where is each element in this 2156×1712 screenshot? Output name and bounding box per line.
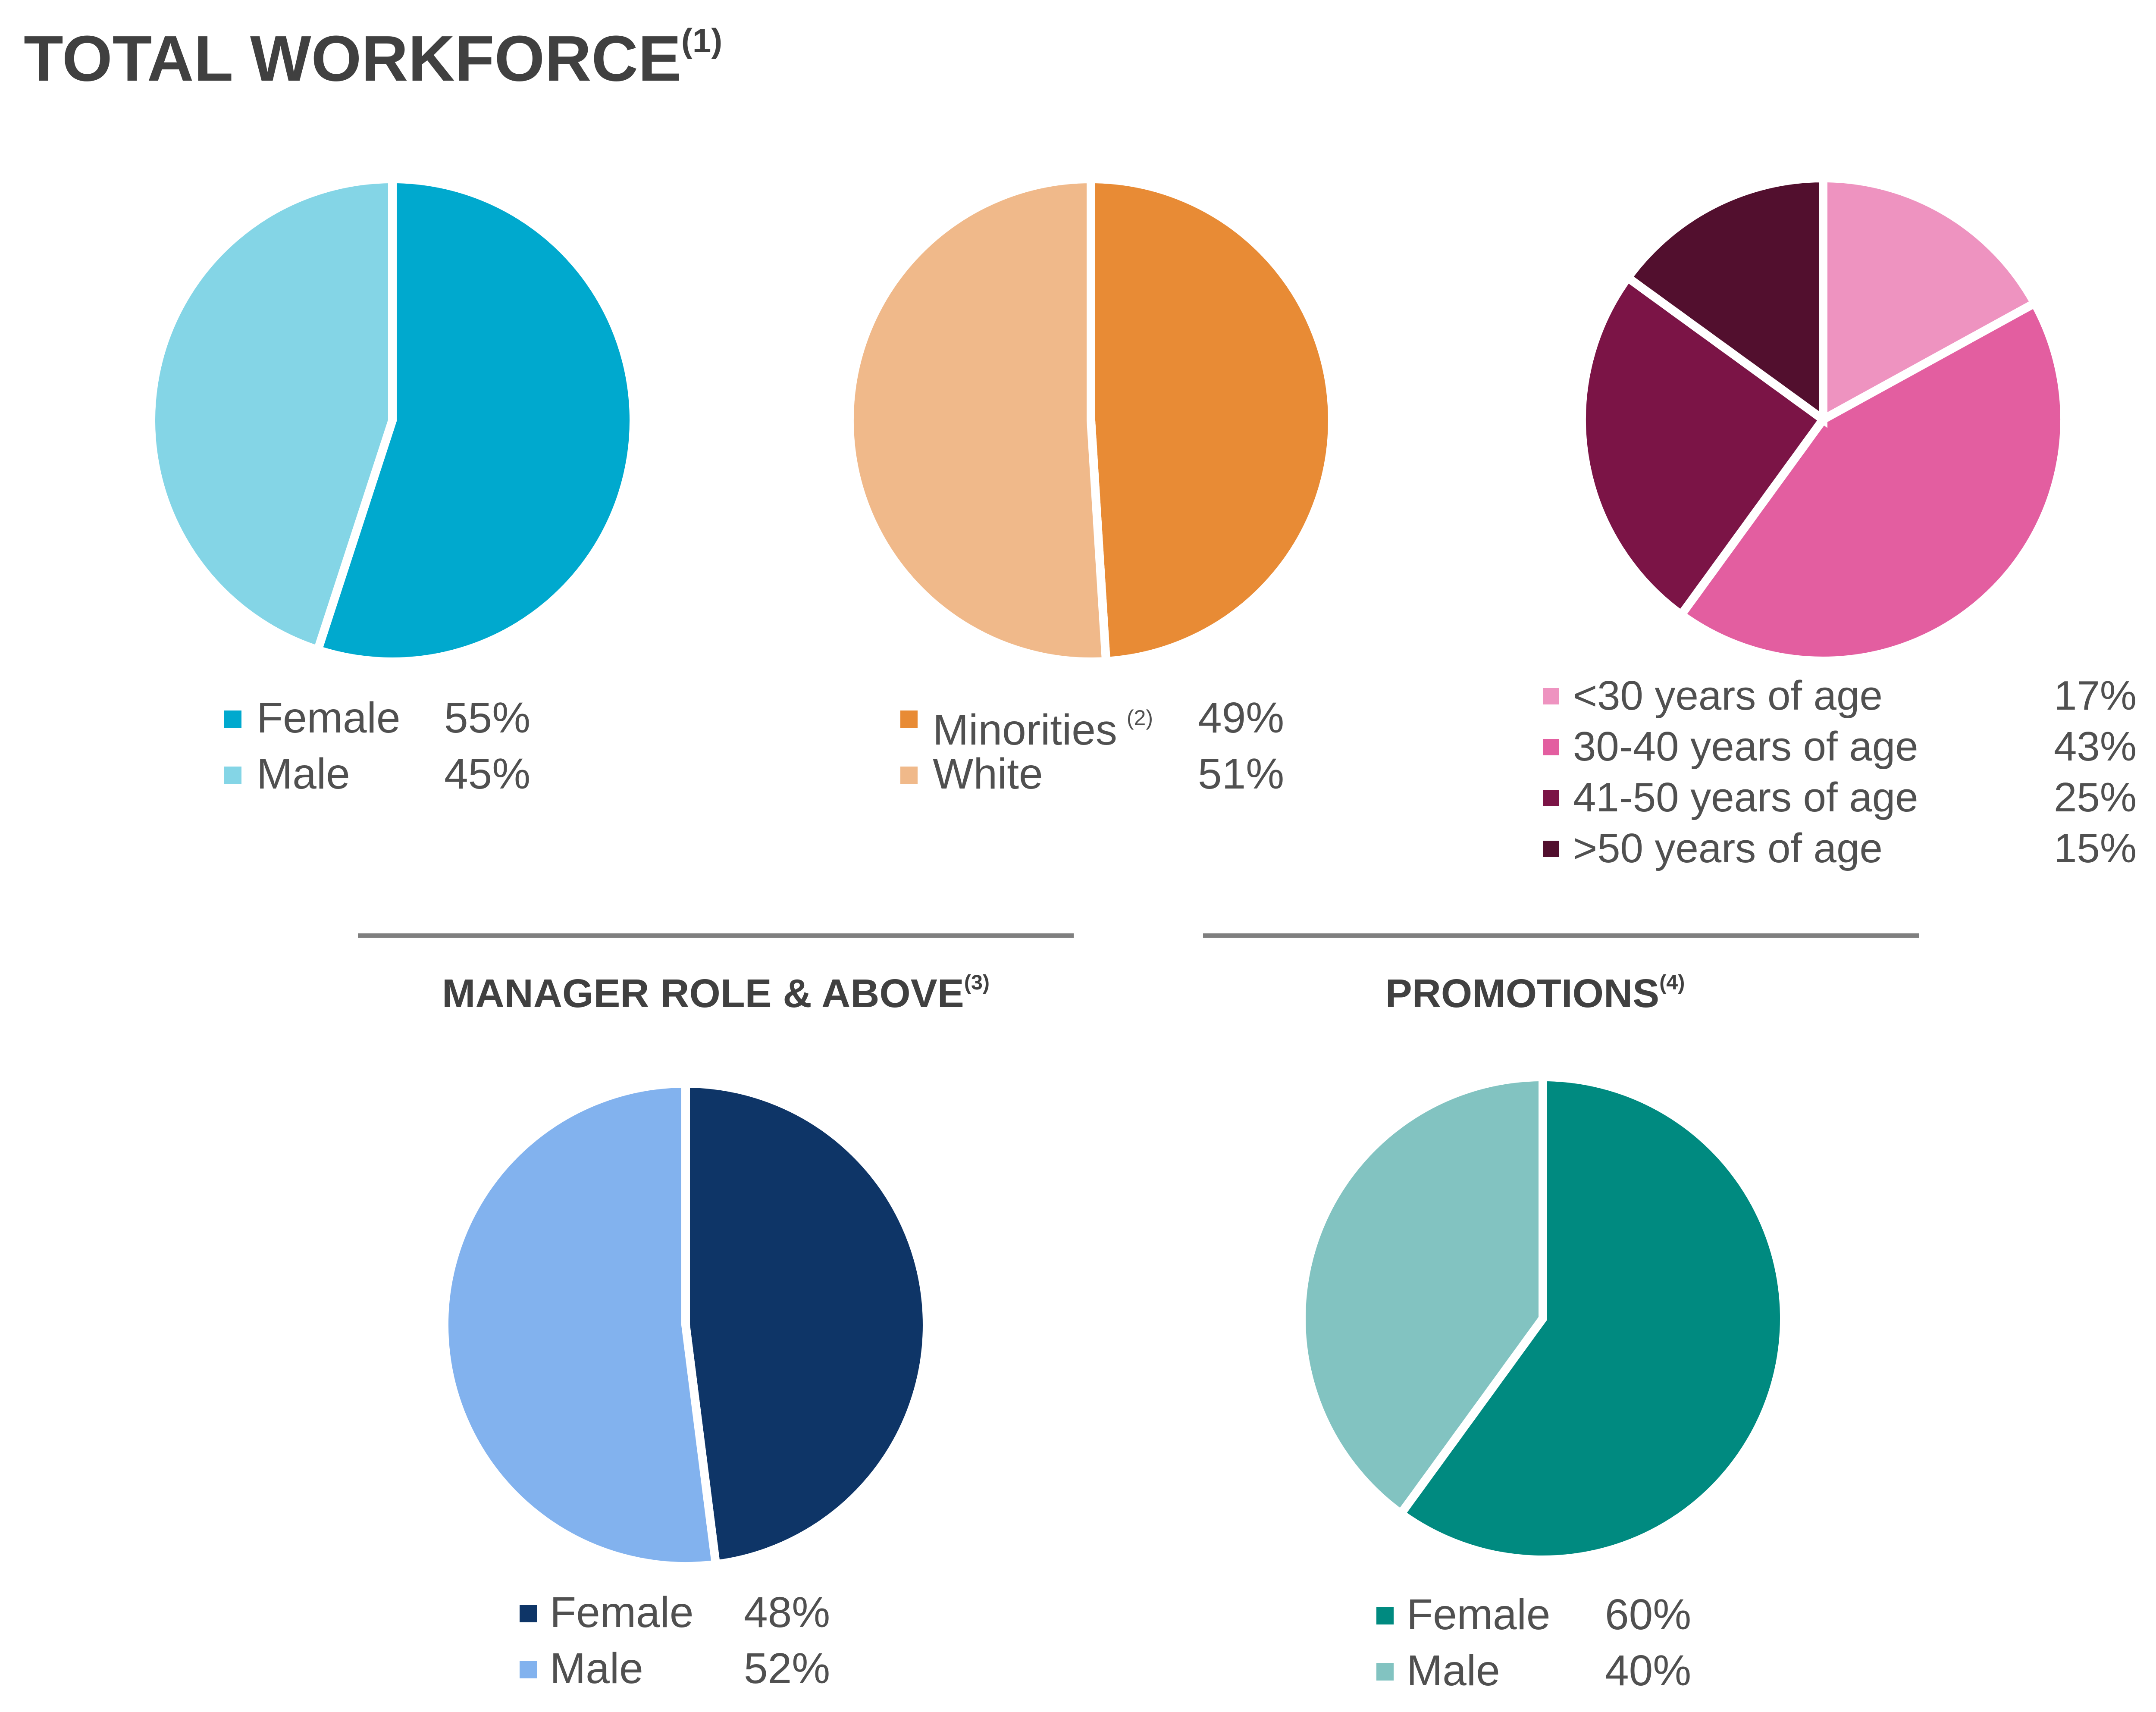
legend-label-minorities: Minorities (2)	[933, 694, 1153, 754]
legend-swatch-manager-male	[520, 1661, 537, 1678]
pie-slice-female	[1395, 1072, 1789, 1564]
pie-slice-white	[845, 174, 1111, 666]
legend-label-age-over-50: >50 years of age	[1573, 825, 1883, 871]
pie-chart-promotions-gender	[1297, 1072, 1789, 1564]
section-title-promotions: PROMOTIONS(4)	[1385, 972, 1685, 1014]
legend-label-white: White	[933, 750, 1043, 798]
legend-swatch-age-over-50	[1543, 841, 1559, 857]
legend-value-minorities: 49%	[1198, 694, 1285, 742]
pie-slice-41-50-years-of-age	[1577, 271, 1829, 621]
section-title-promotions-text: PROMOTIONS	[1385, 971, 1660, 1016]
legend-value-promotions-female: 60%	[1605, 1590, 1692, 1639]
page-title: TOTAL WORKFORCE(1)	[24, 24, 722, 91]
pie-slice-male	[439, 1079, 721, 1571]
legend-promotions-gender: Female 60% Male 40%	[1376, 1591, 1721, 1703]
legend-value-age-41-50: 25%	[2054, 774, 2137, 820]
legend-swatch-female	[224, 710, 241, 728]
legend-value-age-over-50: 15%	[2054, 825, 2137, 871]
page-title-text: TOTAL WORKFORCE	[24, 22, 681, 95]
legend-swatch-minorities	[900, 710, 918, 728]
legend-value-female: 55%	[444, 694, 531, 742]
legend-label-promotions-male: Male	[1407, 1646, 1500, 1695]
legend-label-age-30-40: 30-40 years of age	[1573, 723, 1918, 770]
page-title-footnote: (1)	[681, 22, 723, 59]
legend-manager-gender: Female 48% Male 52%	[520, 1589, 865, 1701]
legend-workforce-ethnicity: Minorities (2) 49% White 51%	[900, 694, 1323, 806]
legend-value-promotions-male: 40%	[1605, 1646, 1692, 1695]
legend-label-manager-female: Female	[550, 1588, 694, 1637]
divider-manager	[358, 933, 1074, 938]
section-title-manager: MANAGER ROLE & ABOVE(3)	[442, 972, 990, 1014]
legend-value-male: 45%	[444, 750, 531, 798]
legend-label-male: Male	[257, 750, 350, 798]
legend-value-age-30-40: 43%	[2054, 723, 2137, 770]
legend-swatch-white	[900, 767, 918, 784]
legend-label-promotions-female: Female	[1407, 1590, 1551, 1639]
pie-slice-30-years-of-age	[1819, 173, 2041, 427]
pie-slice-50-years-of-age	[1621, 173, 1827, 428]
legend-swatch-male	[224, 767, 241, 784]
legend-label-age-41-50: 41-50 years of age	[1573, 774, 1918, 820]
legend-value-manager-female: 48%	[744, 1588, 830, 1637]
legend-label-manager-male: Male	[550, 1644, 643, 1693]
pie-slice-female	[312, 174, 639, 666]
legend-value-age-under-30: 17%	[2054, 673, 2137, 719]
legend-label-minorities-text: Minorities	[933, 706, 1117, 754]
legend-swatch-promotions-male	[1376, 1663, 1394, 1681]
section-title-promotions-footnote: (4)	[1659, 971, 1685, 994]
legend-workforce-gender: Female 55% Male 45%	[224, 694, 569, 806]
pie-slice-male	[147, 174, 397, 656]
legend-value-white: 51%	[1198, 750, 1285, 798]
pie-slice-minorities	[1087, 174, 1337, 666]
section-title-manager-text: MANAGER ROLE & ABOVE	[442, 971, 964, 1016]
legend-swatch-age-under-30	[1543, 688, 1559, 704]
pie-slice-30-40-years-of-age	[1675, 297, 2069, 665]
legend-label-minorities-footnote: (2)	[1126, 706, 1153, 730]
legend-label-age-under-30: <30 years of age	[1573, 673, 1883, 719]
legend-swatch-age-30-40	[1543, 739, 1559, 755]
legend-swatch-manager-female	[520, 1605, 537, 1622]
section-title-manager-footnote: (3)	[964, 971, 990, 994]
legend-workforce-age: <30 years of age 17% 30-40 years of age …	[1543, 670, 2147, 877]
legend-value-manager-male: 52%	[744, 1644, 830, 1693]
legend-label-female: Female	[257, 694, 401, 742]
legend-swatch-age-41-50	[1543, 790, 1559, 806]
pie-slice-male	[1297, 1072, 1547, 1520]
pie-chart-workforce-gender	[147, 174, 639, 666]
pie-chart-manager-gender	[439, 1079, 931, 1571]
pie-chart-workforce-ethnicity	[845, 174, 1337, 666]
legend-swatch-promotions-female	[1376, 1607, 1394, 1624]
divider-promotions	[1203, 933, 1919, 938]
pie-chart-workforce-age	[1577, 173, 2069, 665]
pie-slice-female	[681, 1079, 931, 1569]
